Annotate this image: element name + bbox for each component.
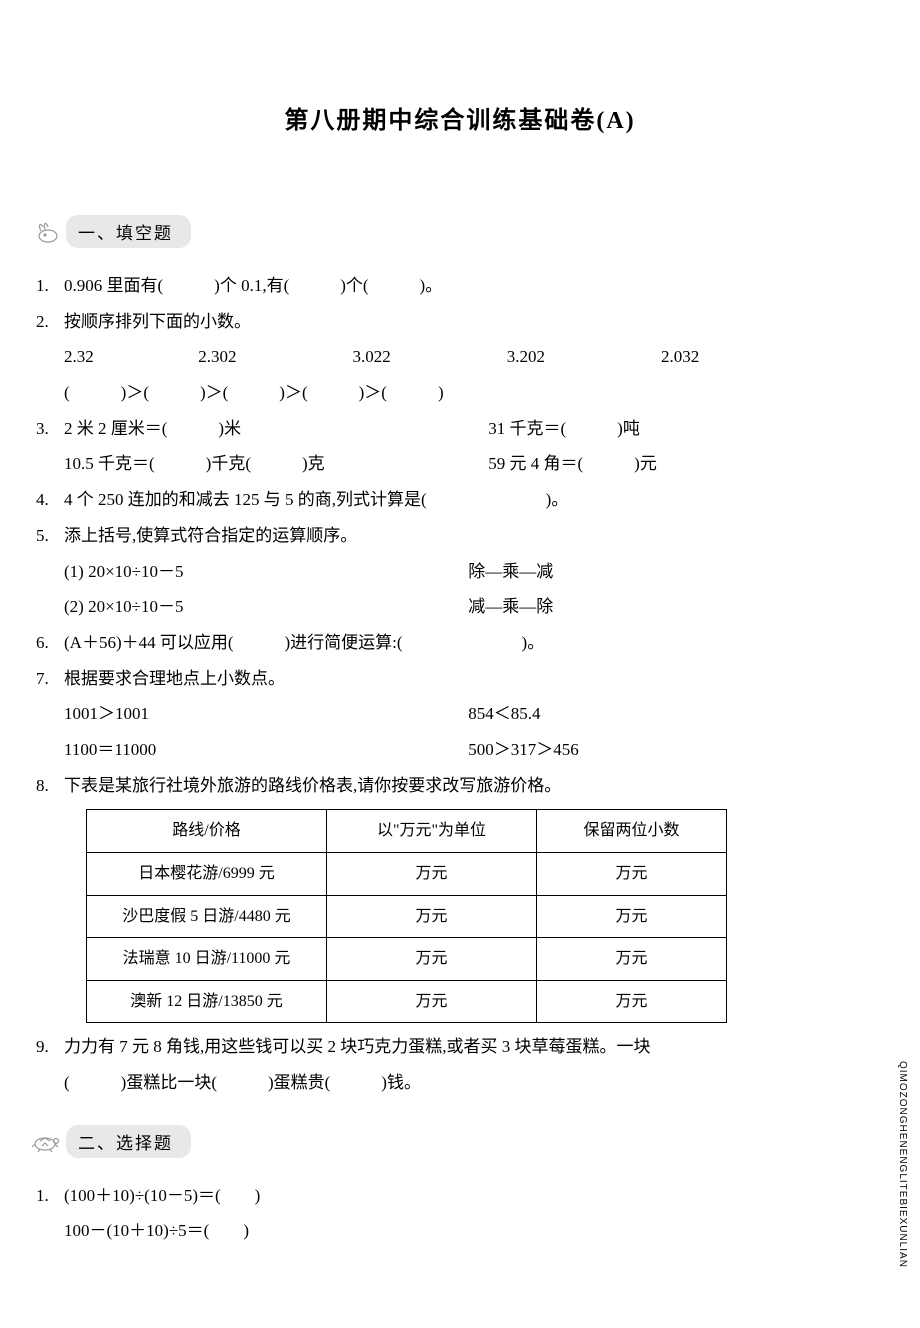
table-cell: 万元	[537, 938, 727, 981]
table-header: 路线/价格	[87, 810, 327, 853]
q-number: 8.	[36, 768, 64, 804]
table-cell: 万元	[327, 852, 537, 895]
page-title: 第八册期中综合训练基础卷(A)	[30, 100, 890, 135]
q-number: 1.	[36, 1178, 64, 1214]
q-number: 1.	[36, 268, 64, 304]
table-cell: 日本樱花游/6999 元	[87, 852, 327, 895]
q-text: 除—乘—减	[468, 562, 553, 581]
section-2-questions: 1. (100＋10)÷(10－5)＝( ) 100－(10＋10)÷5＝( )	[30, 1178, 890, 1249]
q5-row2: (2) 20×10÷10－5 减—乘—除	[36, 589, 890, 625]
q-text: 4 个 250 连加的和减去 125 与 5 的商,列式计算是( )。	[64, 482, 890, 518]
q-text: 2 米 2 厘米＝( )米	[64, 411, 484, 447]
q2-numbers: 2.32 2.302 3.022 3.202 2.032	[36, 339, 890, 375]
rabbit-icon	[30, 220, 60, 244]
q-text: 31 千克＝( )吨	[488, 419, 640, 438]
table-cell: 万元	[327, 980, 537, 1023]
q-text: 添上括号,使算式符合指定的运算顺序。	[64, 518, 890, 554]
table-header: 保留两位小数	[537, 810, 727, 853]
q-text: 力力有 7 元 8 角钱,用这些钱可以买 2 块巧克力蛋糕,或者买 3 块草莓蛋…	[64, 1029, 890, 1065]
q-text: (100＋10)÷(10－5)＝( )	[64, 1178, 890, 1214]
table-row: 日本樱花游/6999 元 万元 万元	[87, 852, 727, 895]
table-cell: 法瑞意 10 日游/11000 元	[87, 938, 327, 981]
q-text: 根据要求合理地点上小数点。	[64, 661, 890, 697]
q-text: 按顺序排列下面的小数。	[64, 304, 890, 340]
table-cell: 万元	[327, 938, 537, 981]
q-text: 1001＞1001	[64, 696, 464, 732]
q-text: (1) 20×10÷10－5	[64, 554, 464, 590]
table-cell: 澳新 12 日游/13850 元	[87, 980, 327, 1023]
table-cell: 沙巴度假 5 日游/4480 元	[87, 895, 327, 938]
q-text: 10.5 千克＝( )千克( )克	[64, 446, 484, 482]
section-2-label: 二、选择题	[66, 1125, 191, 1158]
q3-line2: 10.5 千克＝( )千克( )克 59 元 4 角＝( )元	[36, 446, 890, 482]
section-1-questions: 1. 0.906 里面有( )个 0.1,有( )个( )。 2. 按顺序排列下…	[30, 268, 890, 1101]
q-text: 1100＝11000	[64, 732, 464, 768]
q-text: 0.906 里面有( )个 0.1,有( )个( )。	[64, 268, 890, 304]
table-header: 以"万元"为单位	[327, 810, 537, 853]
table-row: 沙巴度假 5 日游/4480 元 万元 万元	[87, 895, 727, 938]
table-header-row: 路线/价格 以"万元"为单位 保留两位小数	[87, 810, 727, 853]
table-cell: 万元	[537, 895, 727, 938]
q-number: 4.	[36, 482, 64, 518]
q-text: 减—乘—除	[468, 597, 553, 616]
q-text: 500＞317＞456	[468, 740, 579, 759]
turtle-icon	[30, 1129, 60, 1153]
q1: 1. 0.906 里面有( )个 0.1,有( )个( )。	[36, 268, 890, 304]
section-1-header: 一、填空题	[30, 215, 890, 248]
q7-row2: 1100＝11000 500＞317＞456	[36, 732, 890, 768]
q-text: (2) 20×10÷10－5	[64, 589, 464, 625]
q-number: 6.	[36, 625, 64, 661]
table-cell: 万元	[537, 852, 727, 895]
q2-blanks: ( )＞( )＞( )＞( )＞( )	[36, 375, 890, 411]
table-row: 法瑞意 10 日游/11000 元 万元 万元	[87, 938, 727, 981]
q4: 4. 4 个 250 连加的和减去 125 与 5 的商,列式计算是( )。	[36, 482, 890, 518]
side-watermark: QIMOZONGHENENGLITEBIEXUNLIAN	[897, 1061, 908, 1268]
q7: 7. 根据要求合理地点上小数点。	[36, 661, 890, 697]
q-text: 下表是某旅行社境外旅游的路线价格表,请你按要求改写旅游价格。	[64, 768, 890, 804]
q8: 8. 下表是某旅行社境外旅游的路线价格表,请你按要求改写旅游价格。	[36, 768, 890, 804]
section-1-label: 一、填空题	[66, 215, 191, 248]
s2-q1-line2: 100－(10＋10)÷5＝( )	[36, 1213, 890, 1249]
table-row: 澳新 12 日游/13850 元 万元 万元	[87, 980, 727, 1023]
q2: 2. 按顺序排列下面的小数。	[36, 304, 890, 340]
q5-row1: (1) 20×10÷10－5 除—乘—减	[36, 554, 890, 590]
q-text: 854＜85.4	[468, 704, 540, 723]
q3: 3. 2 米 2 厘米＝( )米 31 千克＝( )吨	[36, 411, 890, 447]
q-number: 2.	[36, 304, 64, 340]
q-number: 5.	[36, 518, 64, 554]
table-cell: 万元	[537, 980, 727, 1023]
table-cell: 万元	[327, 895, 537, 938]
q9-line2: ( )蛋糕比一块( )蛋糕贵( )钱。	[36, 1065, 890, 1101]
q6: 6. (A＋56)＋44 可以应用( )进行简便运算:( )。	[36, 625, 890, 661]
q-number: 3.	[36, 411, 64, 447]
q-number: 7.	[36, 661, 64, 697]
q-text: (A＋56)＋44 可以应用( )进行简便运算:( )。	[64, 625, 890, 661]
q5: 5. 添上括号,使算式符合指定的运算顺序。	[36, 518, 890, 554]
q-number: 9.	[36, 1029, 64, 1065]
q9: 9. 力力有 7 元 8 角钱,用这些钱可以买 2 块巧克力蛋糕,或者买 3 块…	[36, 1029, 890, 1065]
section-2-header: 二、选择题	[30, 1125, 890, 1158]
q7-row1: 1001＞1001 854＜85.4	[36, 696, 890, 732]
q-text: 59 元 4 角＝( )元	[488, 454, 657, 473]
price-table: 路线/价格 以"万元"为单位 保留两位小数 日本樱花游/6999 元 万元 万元…	[86, 809, 727, 1023]
s2-q1: 1. (100＋10)÷(10－5)＝( )	[36, 1178, 890, 1214]
